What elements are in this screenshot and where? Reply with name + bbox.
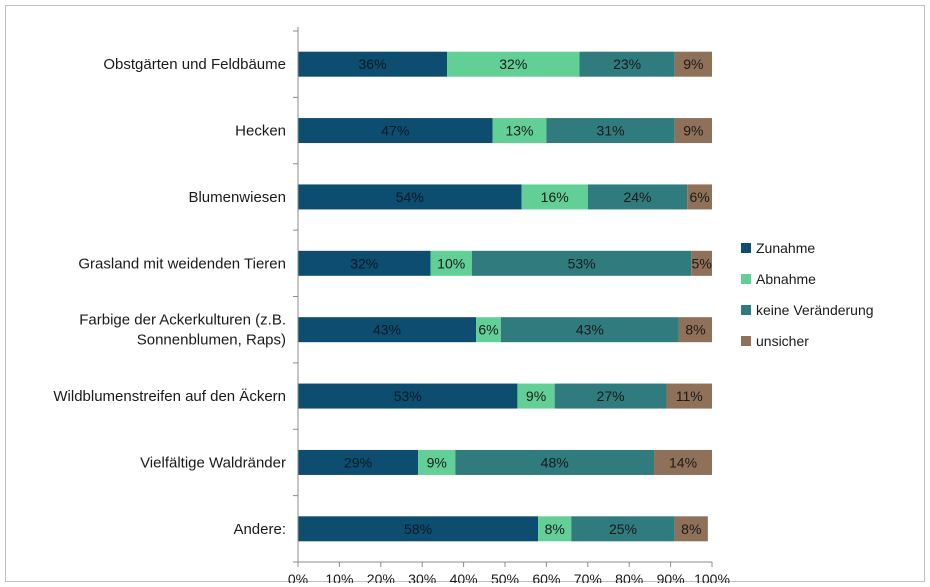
legend-label: Zunahme	[756, 240, 815, 256]
bar-segment	[298, 184, 522, 210]
bar-segment	[471, 250, 692, 276]
data-label: 6%	[478, 322, 498, 338]
data-label: 16%	[541, 189, 569, 205]
bar-segment	[579, 51, 675, 77]
bar-segment	[554, 383, 667, 409]
data-label: 5%	[692, 255, 712, 271]
bar-segment	[666, 383, 712, 409]
bar-segment	[500, 317, 679, 343]
bar-segment	[587, 184, 688, 210]
bar-segment	[521, 184, 588, 210]
chart-frame: 36% 32% 23% 9% Obstgärten und Feldbäume 47% 13…	[5, 5, 925, 583]
bar-segment	[476, 317, 501, 343]
legend-label: keine Veränderung	[756, 302, 874, 318]
bar-segment	[687, 184, 712, 210]
bar-segment	[674, 516, 708, 542]
bar-segment	[492, 118, 547, 144]
x-tick-label: 10%	[325, 571, 353, 583]
category-label: Obstgärten und Feldbäume	[103, 56, 286, 73]
legend-label: Abnahme	[756, 271, 816, 287]
bar-segment	[517, 383, 555, 409]
bar-segment	[298, 250, 431, 276]
category-label: Blumenwiesen	[188, 189, 286, 206]
bar-segment	[674, 118, 712, 144]
data-label: 11%	[676, 388, 703, 404]
bar-segment	[691, 250, 712, 276]
data-label: 27%	[597, 388, 625, 404]
data-label: 13%	[505, 123, 533, 139]
x-tick-label: 40%	[450, 571, 478, 583]
legend-swatch	[741, 305, 751, 315]
data-label: 32%	[499, 56, 527, 72]
category-label: Farbige der Ackerkulturen (z.B.	[79, 312, 286, 329]
data-label: 14%	[669, 454, 697, 470]
bar-segment	[455, 449, 655, 475]
data-label: 43%	[576, 322, 604, 338]
category-label: Vielfältige Waldränder	[140, 454, 286, 471]
data-label: 31%	[597, 123, 625, 139]
data-label: 58%	[404, 521, 432, 537]
bar-segment	[298, 118, 493, 144]
data-label: 43%	[373, 322, 401, 338]
category-label: Grasland mit weidenden Tieren	[78, 255, 286, 272]
data-label: 36%	[359, 56, 387, 72]
bar-segment	[571, 516, 675, 542]
data-label: 29%	[344, 454, 372, 470]
data-label: 6%	[689, 189, 709, 205]
bar-segment	[447, 51, 580, 77]
bar-segment	[678, 317, 712, 343]
data-label: 9%	[427, 454, 447, 470]
category-label: Wildblumenstreifen auf den Äckern	[53, 388, 286, 405]
bar-segment	[298, 383, 518, 409]
data-label: 48%	[541, 454, 569, 470]
data-label: 8%	[681, 521, 701, 537]
data-label: 8%	[545, 521, 565, 537]
bar-segment	[654, 449, 712, 475]
data-label: 9%	[683, 123, 703, 139]
x-tick-label: 90%	[657, 571, 685, 583]
bar-segment	[298, 516, 539, 542]
bar-segment	[298, 51, 448, 77]
legend-swatch	[741, 274, 751, 284]
category-label: Andere:	[233, 521, 286, 538]
data-label: 10%	[437, 255, 465, 271]
data-label: 25%	[609, 521, 637, 537]
data-label: 32%	[350, 255, 378, 271]
legend-swatch	[741, 243, 751, 253]
data-label: 53%	[394, 388, 422, 404]
x-tick-label: 20%	[367, 571, 395, 583]
bar-segment	[538, 516, 572, 542]
data-label: 23%	[613, 56, 641, 72]
bar-segment	[430, 250, 472, 276]
bar-segment	[418, 449, 456, 475]
bar-segment	[298, 317, 477, 343]
data-label: 24%	[623, 189, 651, 205]
category-label: Sonnenblumen, Raps)	[137, 332, 286, 349]
legend-swatch	[741, 336, 751, 346]
category-label: Hecken	[235, 123, 286, 140]
x-tick-label: 80%	[615, 571, 643, 583]
data-label: 9%	[683, 56, 703, 72]
x-tick-label: 60%	[532, 571, 560, 583]
data-label: 47%	[381, 123, 409, 139]
x-tick-label: 70%	[574, 571, 602, 583]
data-label: 53%	[568, 255, 596, 271]
x-tick-label: 50%	[491, 571, 519, 583]
data-label: 54%	[396, 189, 424, 205]
stacked-bar-chart: 36% 32% 23% 9% Obstgärten und Feldbäume 47% 13…	[53, 27, 874, 583]
x-tick-label: 0%	[288, 571, 308, 583]
legend-label: unsicher	[756, 333, 809, 349]
x-tick-label: 30%	[408, 571, 436, 583]
bar-segment	[546, 118, 675, 144]
bar-segment	[674, 51, 712, 77]
bar-segment	[298, 449, 419, 475]
data-label: 9%	[526, 388, 546, 404]
x-tick-label: 100%	[694, 571, 730, 583]
data-label: 8%	[685, 322, 705, 338]
